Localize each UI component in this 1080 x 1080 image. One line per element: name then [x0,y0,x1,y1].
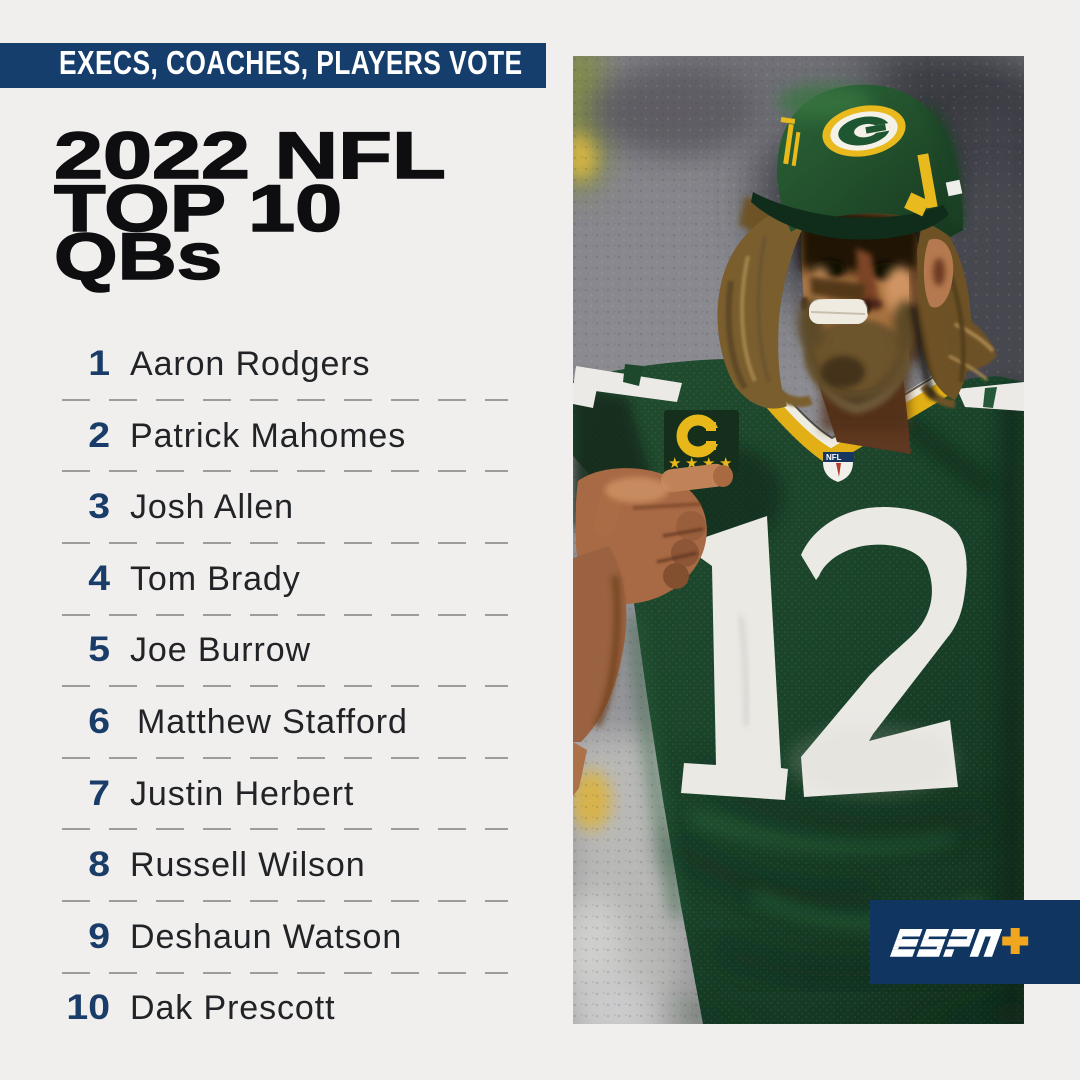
svg-text:NFL: NFL [826,453,842,462]
svg-text:★: ★ [668,455,681,472]
